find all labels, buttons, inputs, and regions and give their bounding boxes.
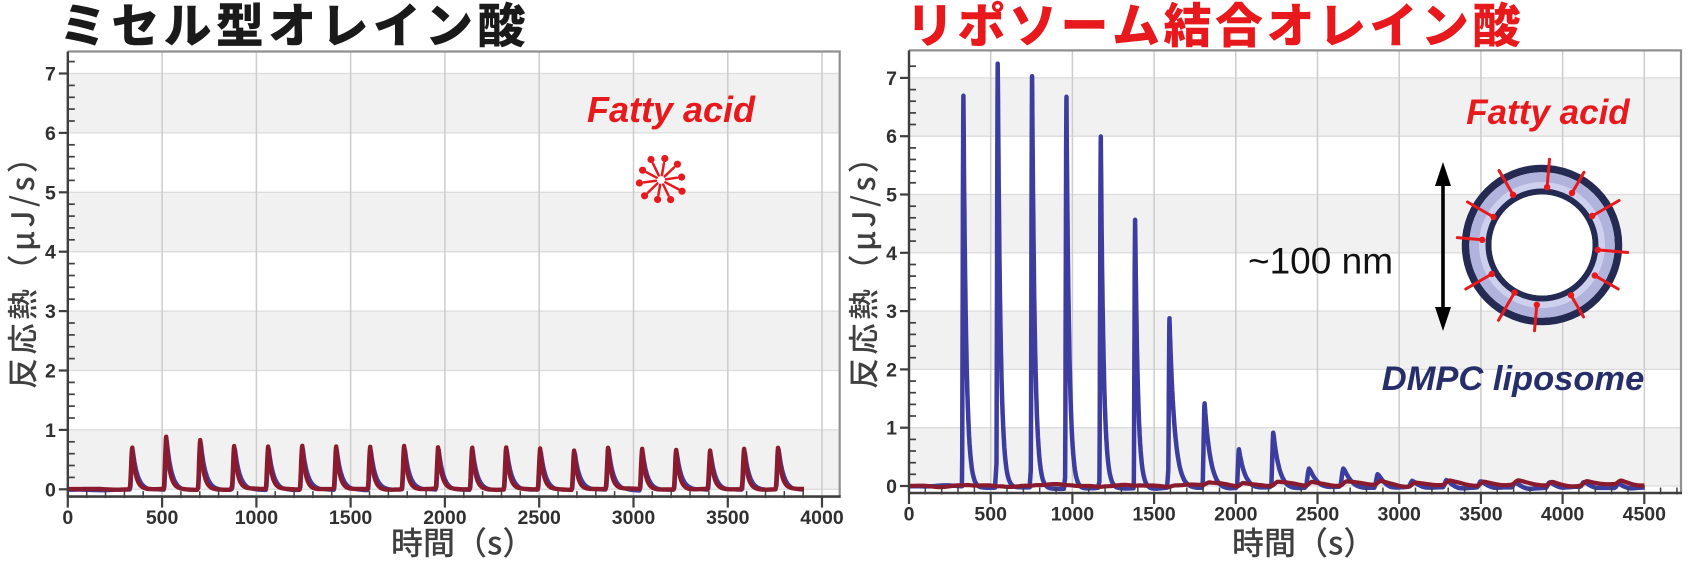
svg-text:0: 0 — [45, 479, 56, 501]
svg-text:2000: 2000 — [423, 507, 467, 529]
svg-text:1500: 1500 — [1132, 504, 1176, 526]
svg-text:3: 3 — [45, 301, 56, 323]
svg-text:4: 4 — [45, 242, 56, 264]
svg-text:1000: 1000 — [1051, 504, 1095, 526]
svg-text:5: 5 — [886, 185, 897, 207]
svg-text:3: 3 — [886, 301, 897, 323]
svg-text:6: 6 — [45, 123, 56, 145]
svg-text:~100 nm: ~100 nm — [1248, 241, 1393, 282]
svg-text:2000: 2000 — [1214, 504, 1258, 526]
svg-text:0: 0 — [886, 476, 897, 498]
svg-text:3000: 3000 — [612, 507, 656, 529]
svg-text:4500: 4500 — [1623, 504, 1667, 526]
svg-text:3000: 3000 — [1378, 504, 1422, 526]
svg-text:1: 1 — [45, 420, 56, 442]
svg-text:7: 7 — [886, 68, 897, 90]
svg-text:0: 0 — [62, 507, 73, 529]
svg-text:Fatty acid: Fatty acid — [1466, 93, 1630, 132]
svg-text:4: 4 — [886, 243, 897, 265]
svg-text:1500: 1500 — [329, 507, 373, 529]
svg-text:4000: 4000 — [1541, 504, 1585, 526]
svg-text:500: 500 — [146, 507, 179, 529]
svg-text:3500: 3500 — [1459, 504, 1503, 526]
svg-text:1000: 1000 — [235, 507, 279, 529]
svg-text:2: 2 — [45, 361, 56, 383]
svg-text:Fatty acid: Fatty acid — [587, 89, 756, 130]
svg-text:2500: 2500 — [518, 507, 562, 529]
svg-text:1: 1 — [886, 418, 897, 440]
svg-text:0: 0 — [904, 504, 915, 526]
svg-text:3500: 3500 — [706, 507, 750, 529]
svg-text:2500: 2500 — [1296, 504, 1340, 526]
svg-text:DMPC liposome: DMPC liposome — [1382, 360, 1645, 398]
svg-text:2: 2 — [886, 359, 897, 381]
svg-text:5: 5 — [45, 182, 56, 204]
svg-text:500: 500 — [974, 504, 1007, 526]
svg-text:7: 7 — [45, 64, 56, 86]
svg-text:6: 6 — [886, 126, 897, 148]
svg-text:4000: 4000 — [800, 507, 844, 529]
